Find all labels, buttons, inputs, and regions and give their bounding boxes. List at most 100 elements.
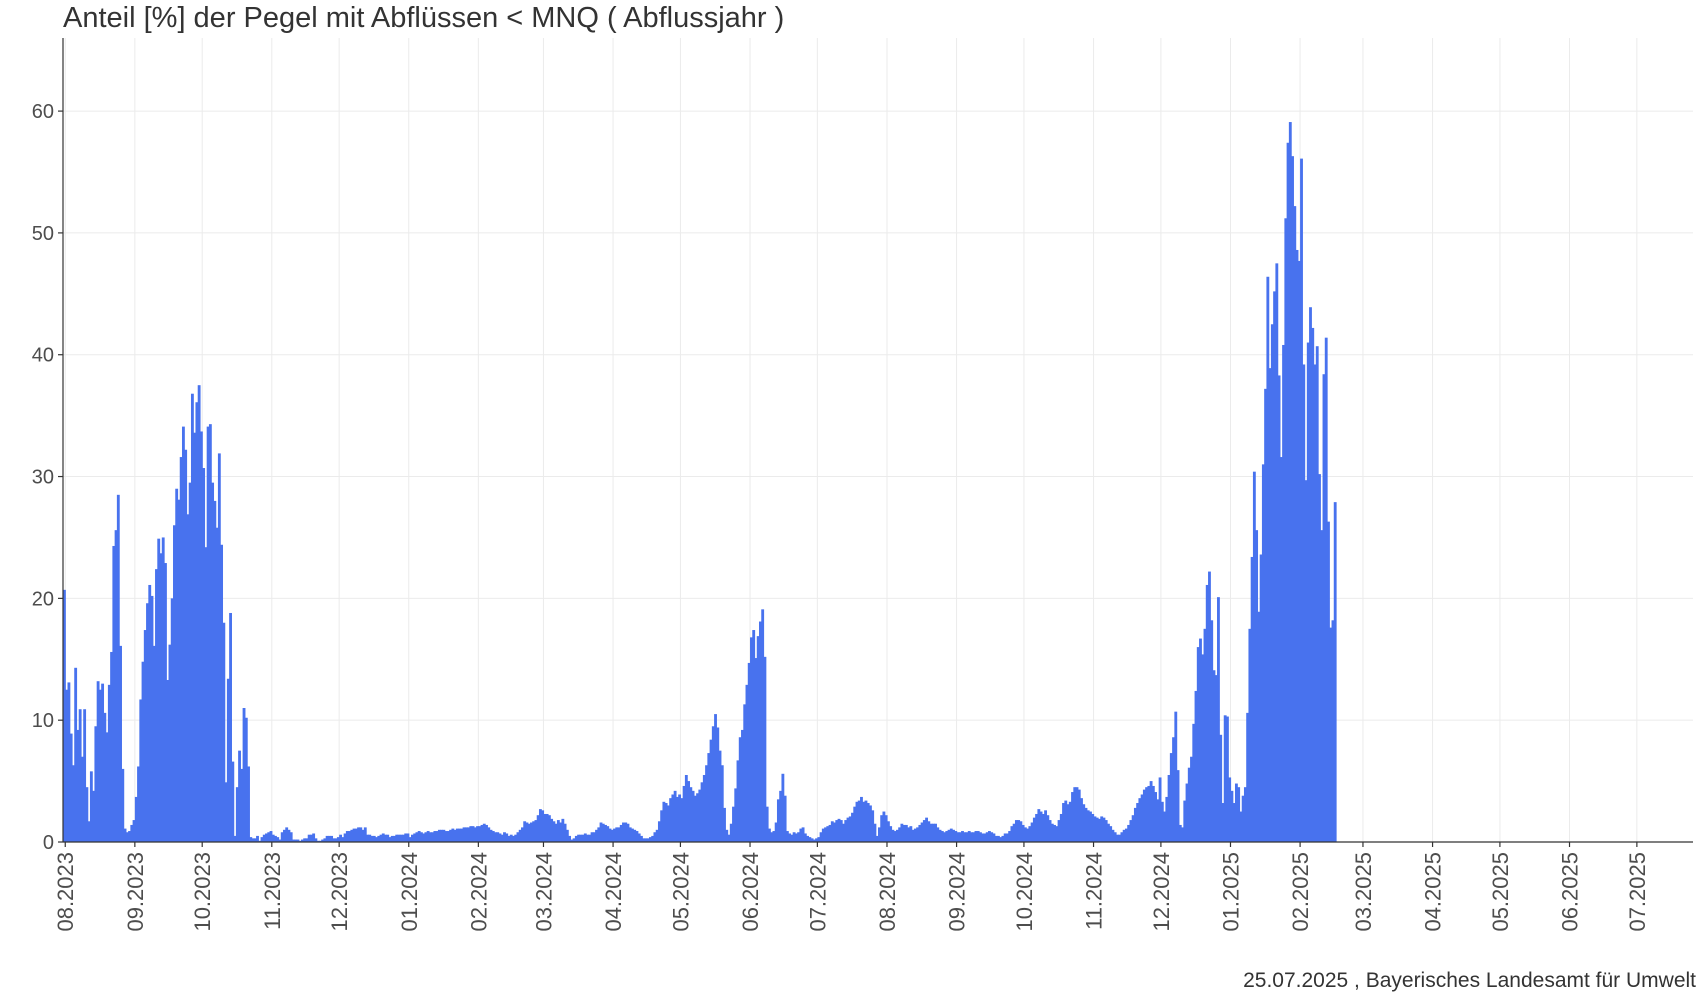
x-tick-label: 07.2024 [805, 852, 830, 932]
bar [1001, 835, 1005, 842]
bar [660, 810, 664, 842]
bar [1199, 638, 1202, 842]
bar [1277, 375, 1281, 842]
bar [606, 826, 610, 842]
bar [1115, 834, 1119, 842]
bar [1021, 824, 1025, 842]
x-tick-label: 09.2024 [945, 852, 970, 932]
bar [893, 831, 897, 842]
bar [375, 837, 378, 842]
bar [958, 832, 962, 842]
bar [1333, 502, 1337, 842]
bar [693, 795, 697, 842]
bar [1284, 218, 1288, 843]
bar [875, 835, 879, 842]
bar [1149, 781, 1153, 842]
bar [143, 630, 147, 842]
bar [251, 838, 255, 842]
bar [368, 834, 372, 842]
bar [866, 803, 870, 842]
bar [1196, 647, 1200, 842]
bar [1192, 723, 1196, 842]
bar [130, 824, 134, 842]
bar [464, 827, 468, 842]
x-tick-label: 11.2023 [260, 852, 285, 930]
bar [444, 831, 448, 842]
bar [922, 820, 926, 842]
bar [846, 817, 850, 842]
bar [783, 795, 787, 842]
bar [1005, 833, 1009, 842]
bar [988, 831, 991, 842]
bar [839, 820, 843, 842]
bar [386, 834, 390, 842]
bar [1120, 832, 1124, 842]
bar [541, 810, 545, 842]
bar [1127, 824, 1131, 842]
bar [530, 822, 533, 842]
bar [256, 835, 259, 842]
bar [112, 545, 116, 842]
bar [770, 832, 774, 842]
bar [700, 782, 704, 842]
bar [617, 827, 621, 842]
bar [494, 832, 497, 842]
bar [500, 834, 504, 842]
bar [556, 820, 560, 842]
bar [797, 832, 801, 842]
bar [817, 837, 821, 842]
bar [1066, 804, 1070, 842]
bar [1183, 800, 1187, 842]
bar [869, 805, 872, 842]
bar [330, 835, 334, 842]
x-tick-label: 03.2025 [1351, 852, 1376, 932]
bar [830, 821, 834, 842]
bar [1264, 388, 1268, 842]
bar [810, 838, 814, 842]
bar [610, 829, 614, 842]
bar [480, 824, 484, 842]
bar [583, 833, 587, 842]
bar [1318, 474, 1321, 842]
x-tick-label: 03.2024 [531, 852, 556, 932]
bar [983, 833, 987, 842]
bar [803, 833, 807, 842]
chart-title: Anteil [%] der Pegel mit Abflüssen < MNQ… [63, 2, 785, 34]
bar [916, 827, 920, 842]
bar [745, 684, 749, 842]
bar [554, 823, 558, 842]
bar [168, 644, 172, 842]
bar [177, 499, 181, 842]
bar [314, 838, 318, 842]
bar [460, 828, 464, 842]
bar [664, 803, 668, 842]
bar [574, 835, 578, 842]
bar [107, 684, 111, 842]
bar [981, 833, 985, 842]
bar [208, 424, 212, 842]
bar [161, 537, 165, 842]
bar [604, 824, 607, 842]
bar [155, 569, 158, 842]
bar [193, 432, 197, 842]
bar [743, 704, 747, 842]
bar [217, 453, 221, 842]
bar [622, 822, 625, 842]
x-tick-label: 01.2024 [397, 852, 422, 932]
bar [1086, 810, 1090, 842]
bar [1057, 820, 1061, 842]
bar [395, 834, 399, 842]
bar [1082, 804, 1086, 842]
bar [449, 829, 453, 842]
bar [680, 798, 684, 842]
bar [433, 831, 437, 842]
bar [419, 832, 423, 842]
bar [1140, 794, 1144, 842]
bar [1250, 556, 1254, 842]
x-tick-label: 05.2024 [668, 852, 693, 932]
bar [388, 837, 392, 842]
bar [242, 708, 246, 842]
bar [833, 822, 836, 842]
bar [1201, 654, 1205, 842]
bar [945, 831, 949, 842]
